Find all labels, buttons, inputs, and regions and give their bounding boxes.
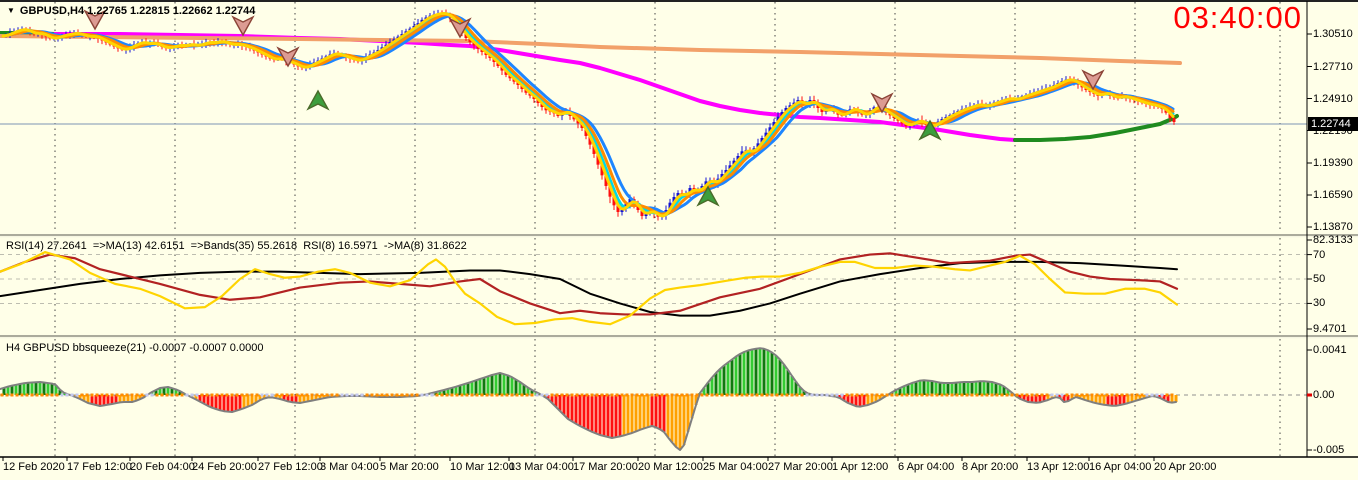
bbsqueeze-indicator-label: H4 GBPUSD bbsqueeze(21) -0.0007 -0.0007 … — [6, 342, 264, 354]
current-price-badge: 1.22744 — [1308, 117, 1358, 131]
price-axis-label: 1.24910 — [1313, 92, 1353, 105]
rsi-axis-label: 30 — [1313, 297, 1326, 310]
time-axis-label: 13 Mar 04:00 — [509, 461, 574, 473]
symbol-period-label: GBPUSD,H4 — [19, 5, 85, 17]
time-axis-label: 8 Apr 20:00 — [962, 461, 1019, 473]
time-axis-label: 17 Mar 20:00 — [573, 461, 638, 473]
rsi-axis-label: 82.3133 — [1313, 234, 1353, 246]
squeeze-axis-label: 0.0041 — [1313, 344, 1347, 356]
time-axis-label: 3 Mar 04:00 — [320, 461, 379, 473]
time-axis-label: 27 Feb 12:00 — [258, 461, 323, 473]
rsi-axis-label: 70 — [1313, 248, 1326, 261]
session-clock: 03:40:00 — [1173, 0, 1302, 35]
price-axis-label: 1.19390 — [1313, 157, 1353, 169]
time-axis-label: 20 Apr 20:00 — [1154, 461, 1217, 473]
time-axis-label: 16 Apr 04:00 — [1089, 461, 1152, 473]
price-axis-label: 1.27710 — [1313, 60, 1353, 73]
time-axis-label: 20 Mar 12:00 — [638, 461, 703, 473]
price-axis-label: 1.30510 — [1313, 28, 1353, 40]
time-axis-label: 1 Apr 12:00 — [832, 461, 889, 473]
time-axis-label: 24 Feb 20:00 — [192, 461, 257, 473]
squeeze-axis-label: -0.005 — [1313, 444, 1345, 456]
rsi-axis-label: 9.4701 — [1313, 323, 1347, 335]
price-axis-label: 1.16590 — [1313, 189, 1353, 201]
rsi-axis-label: 50 — [1313, 273, 1326, 285]
price-axis-label: 1.13870 — [1313, 221, 1353, 233]
time-axis-label: 13 Apr 12:00 — [1027, 461, 1090, 473]
rsi-indicator-label: RSI(14) 27.2641 =>MA(13) 42.6151 =>Bands… — [6, 240, 467, 252]
time-axis-label: 12 Feb 2020 — [3, 461, 65, 473]
time-axis-label: 10 Mar 12:00 — [450, 461, 515, 473]
time-axis-label: 17 Feb 12:00 — [67, 461, 132, 473]
time-axis-label: 6 Apr 04:00 — [898, 461, 955, 473]
chart-title: ▼ GBPUSD,H4 1.22765 1.22815 1.22662 1.227… — [7, 4, 255, 18]
squeeze-axis-label: 0.00 — [1313, 389, 1335, 401]
time-axis-label: 5 Mar 20:00 — [380, 461, 439, 473]
time-axis-label: 27 Mar 20:00 — [768, 461, 833, 473]
time-axis-label: 25 Mar 04:00 — [703, 461, 768, 473]
ohlc-values: 1.22765 1.22815 1.22662 1.22744 — [87, 5, 256, 17]
symbol-dropdown-icon[interactable]: ▼ — [7, 6, 15, 15]
time-axis-label: 20 Feb 04:00 — [130, 461, 195, 473]
